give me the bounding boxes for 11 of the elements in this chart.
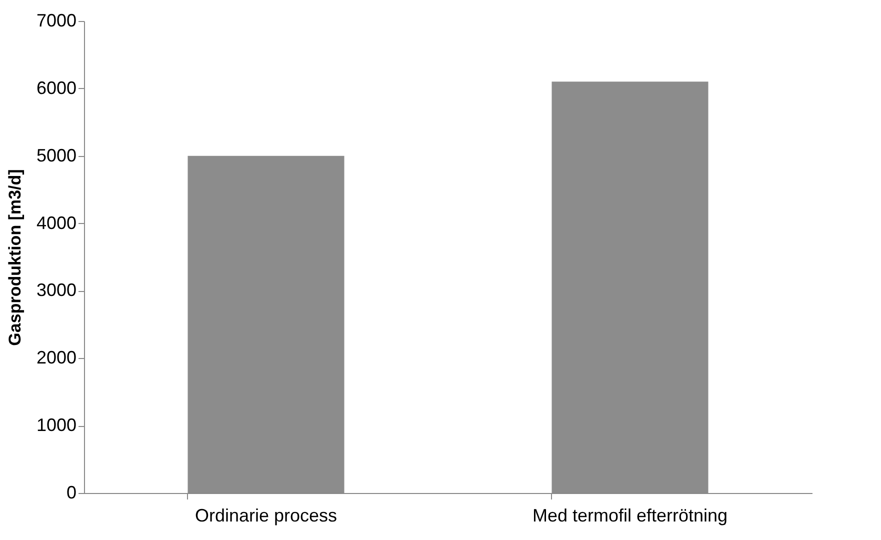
y-tick-label: 7000	[36, 10, 76, 30]
y-tick-label: 1000	[36, 415, 76, 436]
y-axis-title: Gasproduktion [m3/d]	[5, 169, 24, 346]
y-tick-label: 5000	[36, 145, 76, 166]
y-tick-label: 3000	[36, 280, 76, 300]
x-tick-label: Med termofil efterrötning	[532, 506, 728, 526]
y-tick-label: 6000	[36, 78, 76, 98]
x-tick-label: Ordinarie process	[194, 506, 338, 526]
y-tick-label: 2000	[36, 348, 76, 368]
y-tick-label: 0	[66, 482, 76, 502]
y-tick-label: 4000	[36, 212, 76, 233]
